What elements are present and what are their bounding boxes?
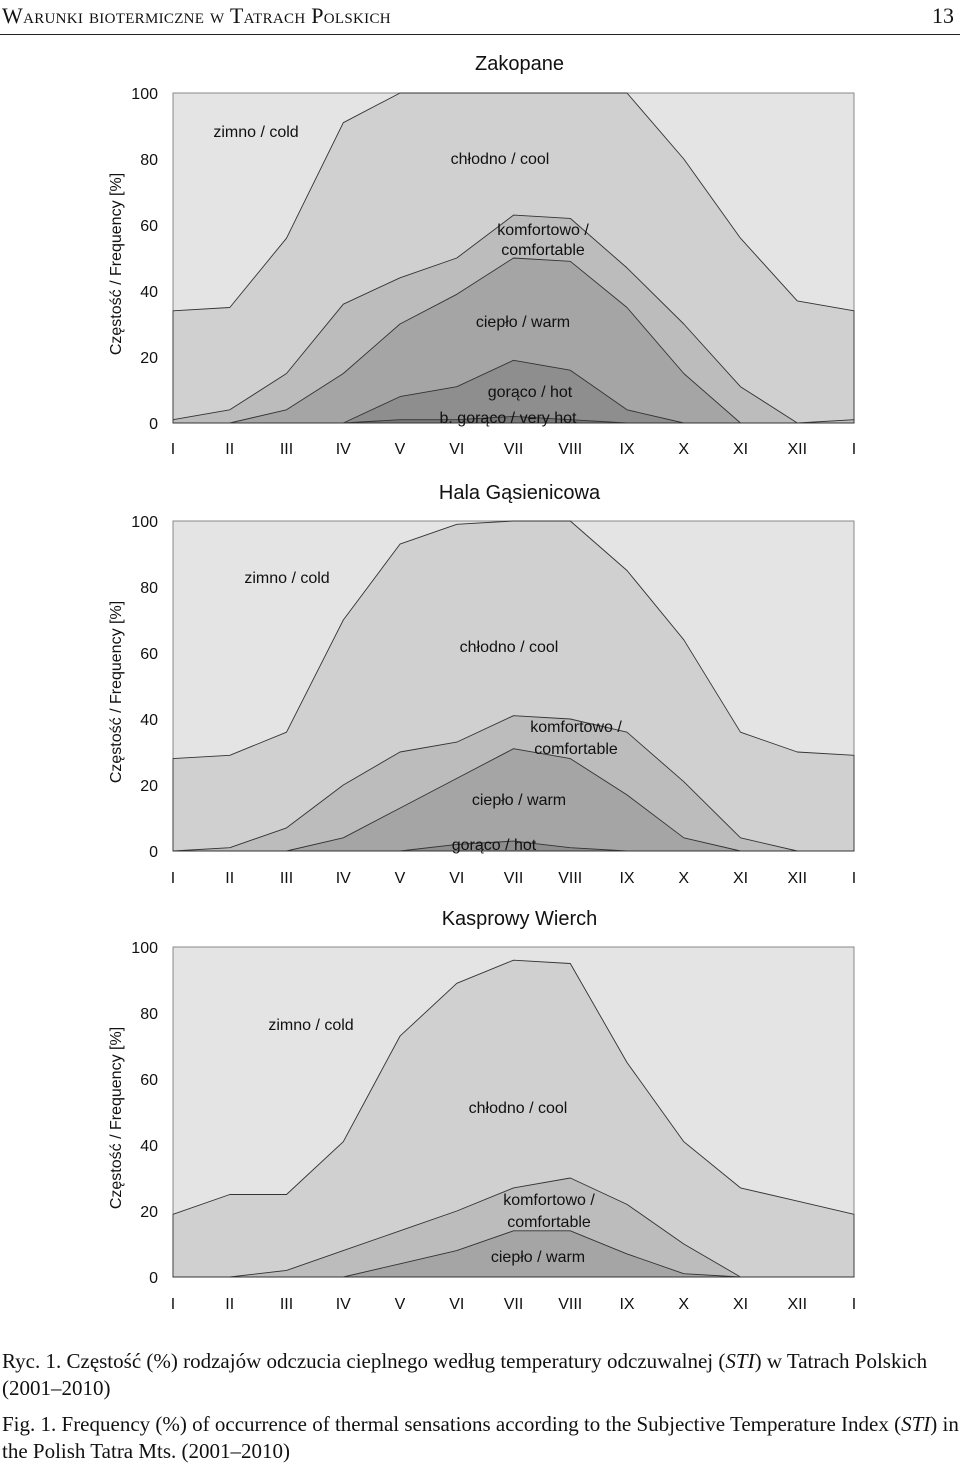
y-tick-label: 80 — [140, 1006, 158, 1023]
y-tick-label: 20 — [140, 778, 158, 795]
x-tick-label: IV — [336, 1296, 351, 1313]
x-tick-label: II — [225, 1296, 234, 1313]
series-label-cieplo: ciepło / warm — [491, 1249, 585, 1266]
series-label-zimno: zimno / cold — [213, 124, 298, 141]
y-tick-label: 80 — [140, 580, 158, 597]
series-label-zimno: zimno / cold — [244, 570, 329, 587]
x-tick-label: IX — [619, 1296, 634, 1313]
x-tick-label: V — [395, 870, 406, 887]
page-header: Warunki biotermiczne w Tatrach Polskich … — [0, 0, 960, 35]
x-tick-label: XI — [733, 441, 748, 458]
x-tick-label: XI — [733, 870, 748, 887]
x-tick-label: IV — [336, 441, 351, 458]
x-tick-label: VIII — [558, 870, 582, 887]
series-label-chlodno: chłodno / cool — [451, 151, 550, 168]
x-tick-label: VI — [449, 1296, 464, 1313]
y-tick-label: 100 — [131, 514, 158, 531]
x-tick-label: I — [171, 441, 175, 458]
x-tick-label: I — [171, 870, 175, 887]
running-title: Warunki biotermiczne w Tatrach Polskich — [2, 3, 391, 28]
x-tick-label: XII — [787, 441, 807, 458]
series-label-komfortowo-2: comfortable — [507, 1214, 591, 1231]
y-tick-label: 40 — [140, 712, 158, 729]
y-tick-label: 0 — [149, 844, 158, 861]
x-tick-label: X — [678, 441, 689, 458]
series-label-chlodno: chłodno / cool — [460, 639, 559, 656]
x-tick-label: III — [280, 870, 293, 887]
area-goraco — [172, 840, 855, 852]
y-axis-label: Częstość / Frequency [%] — [108, 173, 125, 355]
x-tick-label: III — [280, 1296, 293, 1313]
series-label-cieplo: ciepło / warm — [472, 792, 566, 809]
caption-pl: Ryc. 1. Częstość (%) rodzajów odczucia c… — [2, 1349, 928, 1400]
series-label-goraco: gorąco / hot — [488, 384, 573, 401]
series-label-zimno: zimno / cold — [268, 1017, 353, 1034]
x-tick-label: I — [852, 441, 856, 458]
area-chlodno — [172, 520, 855, 852]
x-tick-label: XII — [787, 870, 807, 887]
y-tick-label: 20 — [140, 350, 158, 367]
x-tick-label: VIII — [558, 441, 582, 458]
x-tick-label: VI — [449, 441, 464, 458]
x-tick-label: XI — [733, 1296, 748, 1313]
x-tick-label: I — [852, 870, 856, 887]
y-axis-label: Częstość / Frequency [%] — [108, 1027, 125, 1209]
y-axis-label: Częstość / Frequency [%] — [108, 601, 125, 783]
x-tick-label: IX — [619, 441, 634, 458]
y-tick-label: 80 — [140, 152, 158, 169]
figure-caption: Ryc. 1. Częstość (%) rodzajów odczucia c… — [2, 1348, 960, 1465]
series-label-komfortowo: komfortowo / — [497, 222, 589, 239]
x-tick-label: II — [225, 870, 234, 887]
y-tick-label: 0 — [149, 416, 158, 433]
y-tick-label: 0 — [149, 1270, 158, 1287]
y-tick-label: 20 — [140, 1204, 158, 1221]
series-label-goraco: gorąco / hot — [452, 837, 537, 854]
x-tick-label: VII — [504, 1296, 524, 1313]
x-tick-label: VI — [449, 870, 464, 887]
y-tick-label: 40 — [140, 1138, 158, 1155]
x-tick-label: II — [225, 441, 234, 458]
y-tick-label: 40 — [140, 284, 158, 301]
x-tick-label: IV — [336, 870, 351, 887]
x-tick-label: I — [171, 1296, 175, 1313]
x-tick-label: V — [395, 441, 406, 458]
series-label-komfortowo-2: comfortable — [534, 741, 618, 758]
y-tick-label: 60 — [140, 218, 158, 235]
chart-title: Hala Gąsienicowa — [439, 482, 601, 504]
caption-en: Fig. 1. Frequency (%) of occurrence of t… — [2, 1412, 959, 1463]
area-cieplo — [172, 1230, 855, 1278]
area-bgoraco — [172, 415, 855, 424]
x-tick-label: X — [678, 870, 689, 887]
series-label-komfortowo: komfortowo / — [530, 719, 622, 736]
x-tick-label: IX — [619, 870, 634, 887]
y-tick-label: 60 — [140, 1072, 158, 1089]
series-label-bgoraco: b. gorąco / very hot — [440, 410, 578, 427]
series-label-komfortowo: komfortowo / — [503, 1192, 595, 1209]
y-tick-label: 100 — [131, 940, 158, 957]
y-tick-label: 100 — [131, 86, 158, 103]
series-label-komfortowo-2: comfortable — [501, 242, 585, 259]
y-tick-label: 60 — [140, 646, 158, 663]
x-tick-label: V — [395, 1296, 406, 1313]
x-tick-label: VII — [504, 441, 524, 458]
page-number: 13 — [932, 3, 954, 28]
x-tick-label: III — [280, 441, 293, 458]
series-label-cieplo: ciepło / warm — [476, 314, 570, 331]
x-tick-label: X — [678, 1296, 689, 1313]
x-tick-label: VIII — [558, 1296, 582, 1313]
series-label-chlodno: chłodno / cool — [469, 1100, 568, 1117]
x-tick-label: XII — [787, 1296, 807, 1313]
chart-title: Kasprowy Wierch — [442, 908, 598, 930]
chart-title: Zakopane — [475, 53, 564, 75]
area-chlodno — [172, 959, 855, 1278]
x-tick-label: VII — [504, 870, 524, 887]
x-tick-label: I — [852, 1296, 856, 1313]
